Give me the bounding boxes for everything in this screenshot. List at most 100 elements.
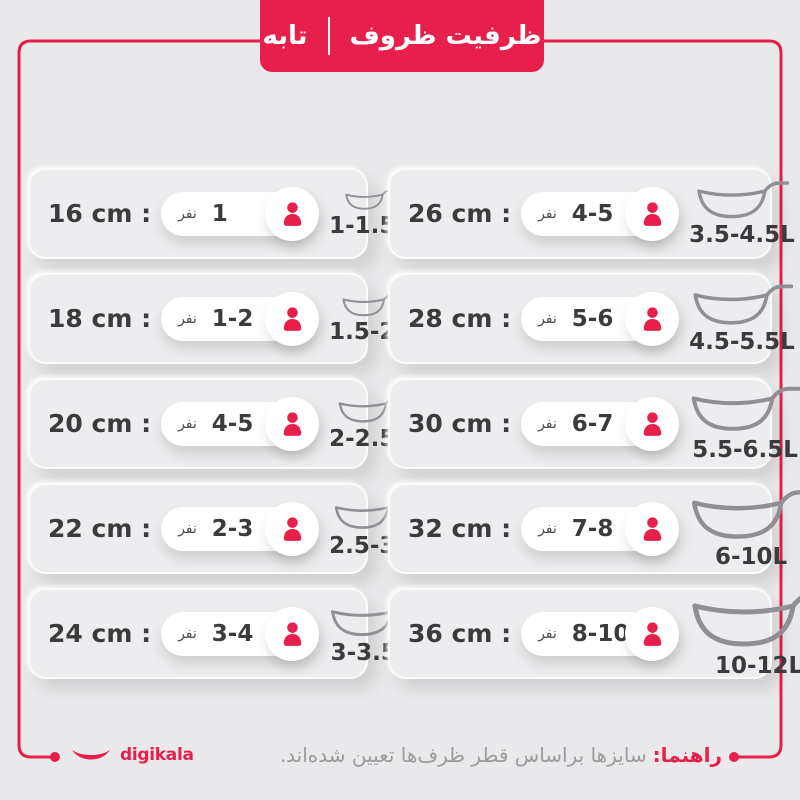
persons-pill: نفر 1-2 — [161, 291, 320, 346]
person-icon — [643, 622, 661, 646]
digikala-logo: digikala — [70, 745, 194, 765]
pan-block: 3.5-4.5L — [689, 179, 795, 249]
size-label: 36 cm : — [408, 619, 512, 648]
persons-pill: نفر 4-5 — [161, 396, 320, 451]
persons-pill: نفر 5-6 — [521, 291, 680, 346]
page-subtitle: تابه — [262, 21, 308, 51]
person-badge — [625, 606, 680, 661]
person-icon — [643, 412, 661, 436]
persons-count: 1 — [211, 200, 228, 227]
person-badge — [265, 606, 320, 661]
size-card-20cm: 20 cm : نفر 4-5 2-2.5L — [28, 378, 410, 469]
persons-count: 3-4 — [211, 620, 254, 647]
border-end-dot-left — [50, 752, 60, 762]
person-badge — [265, 186, 320, 241]
person-badge — [625, 291, 680, 346]
persons-pill: نفر 4-5 — [521, 186, 680, 241]
persons-count: 8-10 — [571, 620, 630, 647]
size-card-16cm: 16 cm : نفر 1 1-1.5L — [28, 168, 410, 259]
persons-count: 5-6 — [571, 305, 614, 332]
persons-pill: نفر 6-7 — [521, 396, 680, 451]
persons-count: 1-2 — [211, 305, 254, 332]
persons-unit-label: نفر — [538, 205, 557, 222]
pan-block: 6-10L — [689, 487, 800, 571]
persons-count: 7-8 — [571, 515, 614, 542]
persons-count: 4-5 — [211, 410, 254, 437]
size-card-26cm: 26 cm : نفر 4-5 3.5-4.5L — [388, 168, 795, 259]
person-badge — [265, 396, 320, 451]
persons-count: 4-5 — [571, 200, 614, 227]
pan-icon — [691, 387, 800, 432]
persons-unit-label: نفر — [538, 625, 557, 642]
person-icon — [643, 307, 661, 331]
size-label: 20 cm : — [48, 409, 152, 438]
person-badge — [265, 291, 320, 346]
footer-note-text: سایزها براساس قطر ظرف‌ها تعیین شده‌اند. — [279, 743, 647, 767]
persons-pill: نفر 1 — [161, 186, 320, 241]
pan-icon — [692, 489, 800, 539]
persons-count: 6-7 — [571, 410, 614, 437]
persons-unit-label: نفر — [178, 520, 197, 537]
persons-pill: نفر 8-10 — [521, 606, 680, 661]
pan-icon — [697, 180, 789, 218]
size-card-32cm: 32 cm : نفر 7-8 6-10L — [388, 483, 800, 574]
digikala-smile-icon — [71, 749, 111, 759]
pan-block: 4.5-5.5L — [689, 282, 795, 356]
persons-pill: نفر 7-8 — [521, 501, 680, 556]
size-card-36cm: 36 cm : نفر 8-10 10-12L — [388, 588, 800, 679]
person-badge — [625, 501, 680, 556]
size-card-24cm: 24 cm : نفر 3-4 3-3.5L — [28, 588, 414, 679]
capacity-label: 10-12L — [714, 653, 800, 679]
digikala-wordmark: digikala — [120, 745, 194, 765]
size-card-18cm: 18 cm : نفر 1-2 1.5-2L — [28, 273, 410, 364]
header-banner: ظرفیت ظروف تابه — [260, 0, 544, 72]
person-badge — [265, 501, 320, 556]
size-label: 26 cm : — [408, 199, 512, 228]
persons-unit-label: نفر — [178, 415, 197, 432]
pan-block: 5.5-6.5L — [689, 384, 800, 463]
persons-unit-label: نفر — [178, 205, 197, 222]
footer-note: راهنما:سایزها براساس قطر ظرف‌ها تعیین شد… — [280, 743, 722, 767]
size-label: 18 cm : — [48, 304, 152, 333]
persons-unit-label: نفر — [538, 520, 557, 537]
border-end-dot-right — [729, 752, 739, 762]
persons-unit-label: نفر — [538, 415, 557, 432]
size-label: 32 cm : — [408, 514, 512, 543]
size-card-28cm: 28 cm : نفر 5-6 4.5-5.5L — [388, 273, 795, 364]
persons-unit-label: نفر — [538, 310, 557, 327]
size-label: 28 cm : — [408, 304, 512, 333]
size-label: 30 cm : — [408, 409, 512, 438]
title-divider — [327, 17, 330, 55]
pan-icon — [693, 284, 793, 325]
footer-note-label: راهنما: — [652, 743, 722, 767]
size-label: 22 cm : — [48, 514, 152, 543]
person-icon — [283, 202, 301, 226]
person-icon — [283, 517, 301, 541]
capacity-label: 5.5-6.5L — [692, 436, 798, 463]
persons-unit-label: نفر — [178, 625, 197, 642]
persons-unit-label: نفر — [178, 310, 197, 327]
capacity-label: 4.5-5.5L — [689, 329, 795, 356]
column-right: 26 cm : نفر 4-5 3.5-4.5L 28 cm : نفر 5-6 — [388, 168, 800, 679]
capacity-label: 3.5-4.5L — [689, 222, 795, 249]
person-badge — [625, 186, 680, 241]
person-icon — [283, 307, 301, 331]
person-icon — [283, 622, 301, 646]
persons-count: 2-3 — [211, 515, 254, 542]
persons-pill: نفر 3-4 — [161, 606, 320, 661]
person-icon — [643, 202, 661, 226]
capacity-label: 6-10L — [714, 544, 788, 571]
person-badge — [625, 396, 680, 451]
pan-block: 10-12L — [689, 588, 800, 679]
person-icon — [283, 412, 301, 436]
page-title: ظرفیت ظروف — [349, 21, 542, 51]
size-label: 24 cm : — [48, 619, 152, 648]
size-card-22cm: 22 cm : نفر 2-3 2.5-3L — [28, 483, 410, 574]
person-icon — [643, 517, 661, 541]
size-card-30cm: 30 cm : نفر 6-7 5.5-6.5L — [388, 378, 800, 469]
pan-icon — [692, 595, 800, 647]
column-left: 16 cm : نفر 1 1-1.5L 18 cm : نفر 1-2 — [28, 168, 414, 679]
persons-pill: نفر 2-3 — [161, 501, 320, 556]
size-label: 16 cm : — [48, 199, 152, 228]
